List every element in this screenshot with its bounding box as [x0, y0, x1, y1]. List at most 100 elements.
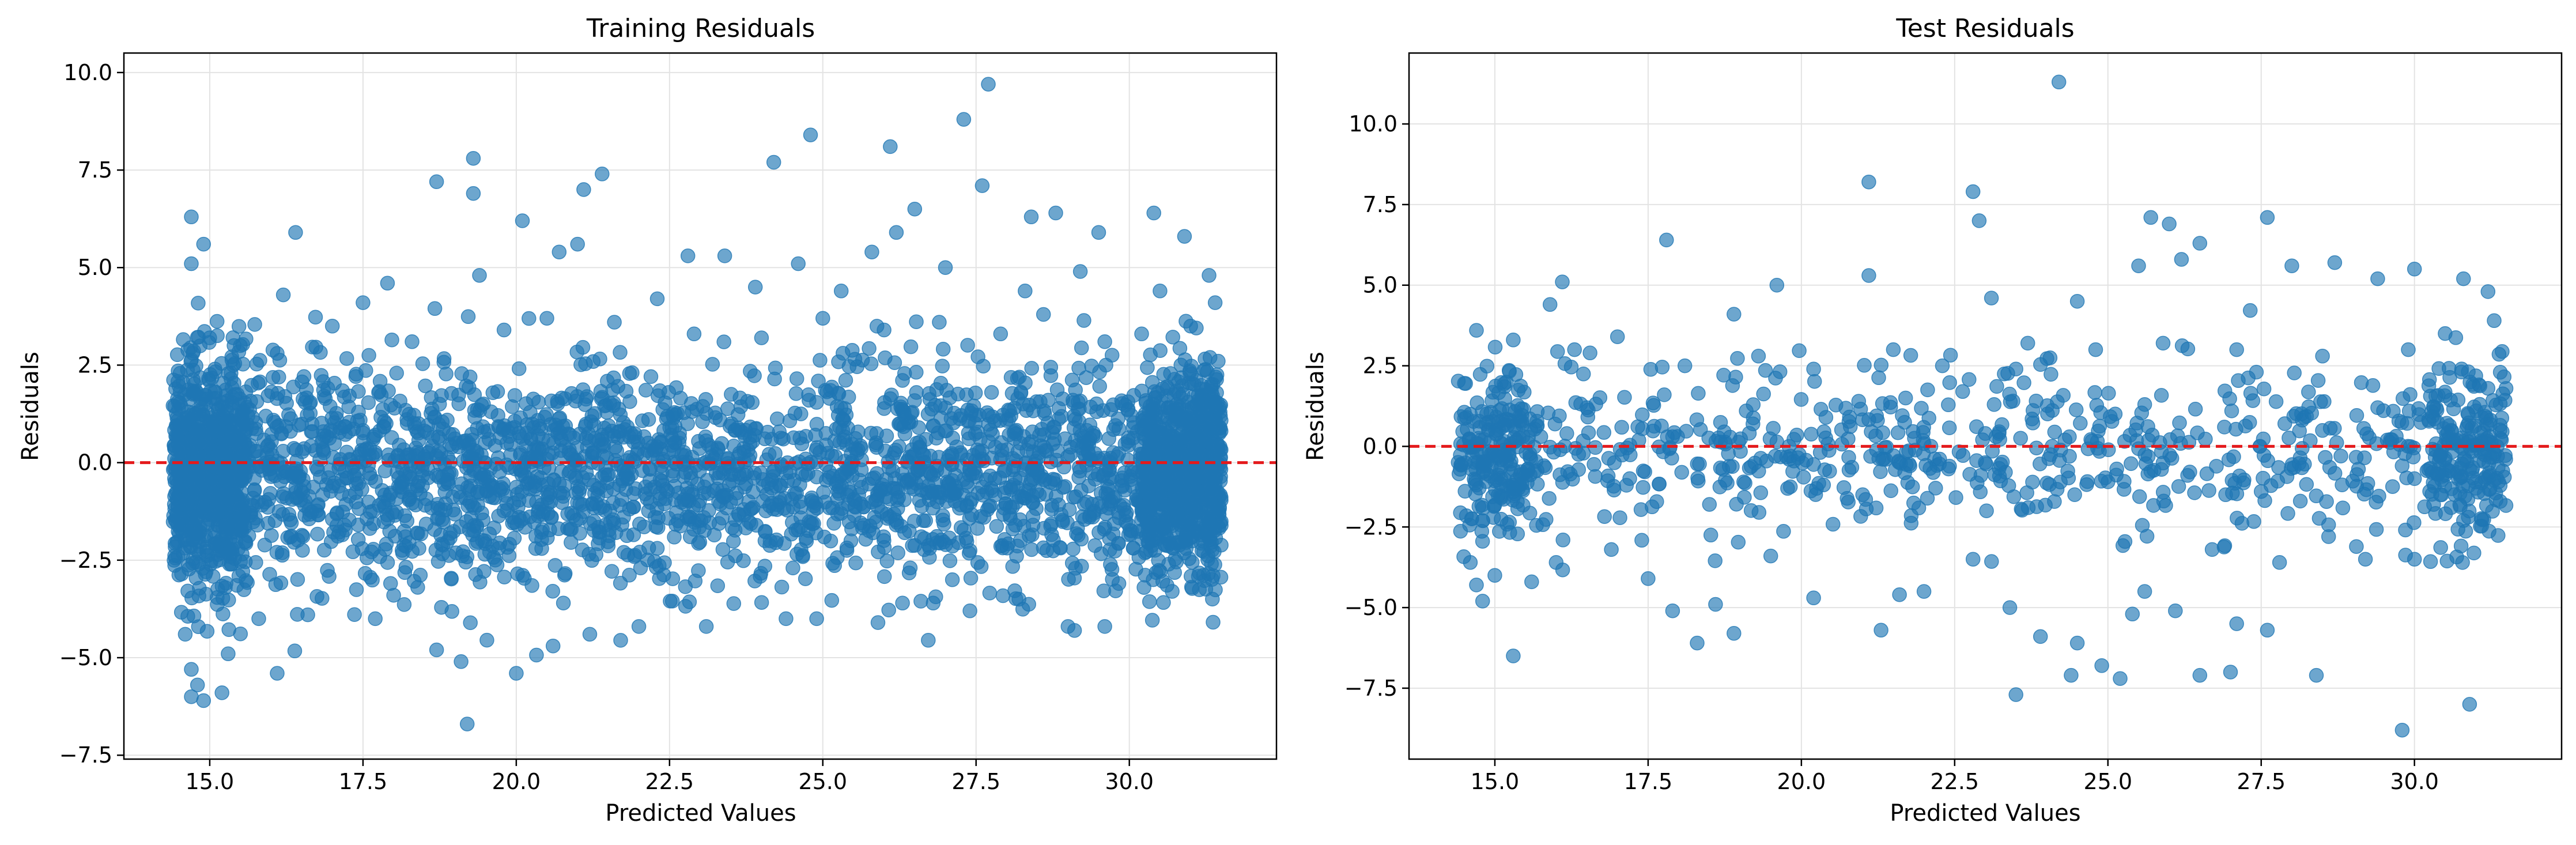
data-point: [384, 332, 399, 348]
y-tick-label: 5.0: [78, 255, 112, 280]
data-point: [1731, 534, 1746, 550]
data-point: [577, 419, 593, 434]
data-point: [1588, 469, 1603, 484]
data-point: [618, 383, 634, 399]
y-tick-label: −5.0: [59, 645, 112, 670]
data-point: [1596, 425, 1611, 440]
data-point: [1758, 363, 1773, 378]
data-point: [226, 510, 241, 525]
data-point: [323, 484, 338, 499]
data-point: [221, 646, 236, 662]
data-point: [928, 431, 944, 446]
data-point: [497, 569, 512, 584]
data-point: [509, 666, 524, 681]
data-point: [531, 394, 546, 410]
data-point: [862, 341, 877, 356]
data-point: [727, 523, 743, 538]
data-point: [736, 502, 751, 517]
data-point: [496, 322, 512, 338]
data-point: [665, 571, 681, 586]
data-point: [626, 499, 641, 515]
data-point: [2301, 384, 2316, 399]
data-point: [1140, 360, 1155, 375]
data-point: [809, 611, 824, 627]
data-point: [975, 178, 990, 193]
data-point: [2359, 426, 2374, 442]
data-point: [1214, 537, 1229, 553]
data-point: [678, 599, 693, 614]
data-point: [389, 365, 404, 381]
data-point: [203, 472, 219, 487]
data-point: [175, 485, 190, 500]
data-point: [870, 615, 886, 630]
data-point: [578, 356, 593, 371]
data-point: [666, 410, 681, 425]
data-point: [2042, 477, 2057, 492]
data-point: [909, 314, 924, 329]
data-point: [2256, 381, 2272, 397]
data-point: [309, 589, 324, 604]
data-point: [1190, 483, 1205, 499]
data-point: [926, 418, 941, 433]
data-point: [1203, 482, 1219, 497]
data-point: [1091, 225, 1106, 240]
data-point: [897, 366, 912, 381]
data-point: [397, 508, 413, 523]
data-point: [1018, 284, 1033, 299]
data-point: [342, 414, 357, 430]
data-point: [804, 516, 820, 531]
data-point: [960, 338, 975, 353]
data-point: [2351, 462, 2366, 477]
data-point: [933, 375, 949, 391]
data-point: [1189, 523, 1204, 539]
data-point: [507, 388, 523, 403]
data-point: [1510, 526, 1525, 542]
data-point: [1637, 464, 1652, 480]
data-point: [1690, 470, 1705, 486]
data-point: [761, 447, 777, 462]
data-point: [1077, 313, 1091, 328]
data-point: [1079, 370, 1094, 385]
data-point: [2154, 388, 2169, 403]
data-point: [895, 595, 910, 611]
data-point: [1034, 468, 1049, 484]
data-point: [1104, 562, 1120, 577]
data-point: [398, 529, 413, 544]
data-point: [183, 340, 198, 356]
data-point: [625, 365, 640, 380]
data-point: [534, 541, 549, 556]
data-point: [229, 578, 244, 593]
data-point: [2400, 416, 2415, 431]
data-point: [515, 213, 530, 228]
data-point: [1756, 386, 1771, 402]
data-point: [987, 488, 1003, 503]
x-tick-label: 17.5: [339, 769, 388, 794]
data-point: [1606, 478, 1621, 494]
data-point: [747, 280, 763, 295]
data-point: [1664, 451, 1679, 466]
data-point: [621, 470, 636, 486]
data-point: [680, 248, 696, 263]
data-point: [1633, 502, 1649, 517]
data-point: [1903, 515, 1919, 531]
data-point: [415, 356, 430, 371]
data-point: [534, 477, 549, 493]
y-tick-label: 2.5: [78, 352, 112, 378]
data-point: [921, 633, 936, 648]
data-point: [275, 287, 291, 303]
data-point: [515, 568, 530, 583]
data-point: [2349, 408, 2365, 423]
data-point: [247, 317, 262, 332]
data-point: [1177, 229, 1192, 244]
data-point: [389, 491, 405, 506]
data-point: [2317, 394, 2332, 409]
data-point: [798, 571, 813, 586]
data-point: [557, 566, 573, 581]
data-point: [2187, 485, 2202, 500]
data-point: [1097, 522, 1112, 537]
data-point: [1104, 348, 1120, 363]
data-point: [1174, 433, 1189, 448]
data-point: [788, 386, 804, 401]
data-point: [545, 583, 560, 599]
data-point: [1048, 205, 1063, 221]
